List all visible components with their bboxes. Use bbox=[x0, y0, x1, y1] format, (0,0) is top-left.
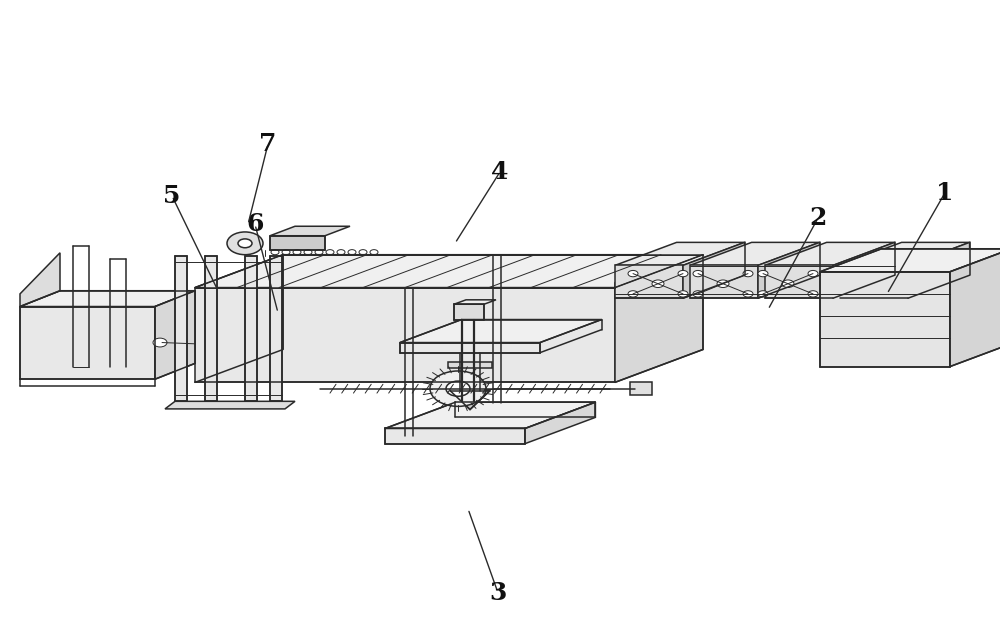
Circle shape bbox=[153, 338, 167, 347]
Polygon shape bbox=[450, 391, 490, 410]
Polygon shape bbox=[683, 242, 745, 298]
Circle shape bbox=[678, 291, 688, 297]
Polygon shape bbox=[454, 304, 484, 320]
Text: 3: 3 bbox=[489, 581, 507, 605]
Polygon shape bbox=[20, 253, 60, 307]
Polygon shape bbox=[270, 226, 350, 236]
Polygon shape bbox=[165, 401, 295, 409]
Polygon shape bbox=[765, 265, 833, 298]
Circle shape bbox=[628, 270, 638, 277]
Polygon shape bbox=[765, 242, 895, 265]
Polygon shape bbox=[20, 291, 195, 307]
Circle shape bbox=[717, 280, 729, 288]
Circle shape bbox=[227, 232, 263, 255]
Polygon shape bbox=[630, 382, 652, 395]
Circle shape bbox=[758, 291, 768, 297]
Polygon shape bbox=[195, 255, 703, 288]
Polygon shape bbox=[525, 402, 595, 444]
Polygon shape bbox=[833, 242, 895, 298]
Polygon shape bbox=[950, 249, 1000, 367]
Circle shape bbox=[782, 280, 794, 288]
Polygon shape bbox=[690, 265, 758, 298]
Polygon shape bbox=[270, 236, 325, 250]
Circle shape bbox=[743, 291, 753, 297]
Circle shape bbox=[430, 371, 486, 406]
Text: 5: 5 bbox=[163, 184, 181, 208]
Circle shape bbox=[693, 291, 703, 297]
Circle shape bbox=[808, 291, 818, 297]
Polygon shape bbox=[400, 320, 602, 343]
Circle shape bbox=[758, 270, 768, 277]
Circle shape bbox=[446, 381, 470, 396]
Polygon shape bbox=[385, 428, 525, 444]
Polygon shape bbox=[175, 256, 187, 401]
Polygon shape bbox=[615, 255, 703, 382]
Circle shape bbox=[238, 239, 252, 248]
Polygon shape bbox=[820, 272, 950, 367]
Polygon shape bbox=[840, 265, 908, 298]
Circle shape bbox=[628, 291, 638, 297]
Text: 6: 6 bbox=[246, 212, 264, 236]
Text: 1: 1 bbox=[936, 181, 954, 205]
Polygon shape bbox=[615, 265, 683, 298]
Polygon shape bbox=[758, 242, 820, 298]
Polygon shape bbox=[908, 242, 970, 298]
Text: 7: 7 bbox=[259, 132, 277, 156]
Circle shape bbox=[693, 270, 703, 277]
Polygon shape bbox=[400, 343, 540, 353]
Text: 4: 4 bbox=[491, 160, 509, 184]
Polygon shape bbox=[820, 249, 1000, 272]
Polygon shape bbox=[205, 256, 217, 401]
Circle shape bbox=[808, 270, 818, 277]
Polygon shape bbox=[690, 242, 820, 265]
Polygon shape bbox=[245, 256, 257, 401]
Polygon shape bbox=[20, 307, 155, 379]
Polygon shape bbox=[615, 255, 895, 283]
Polygon shape bbox=[195, 288, 615, 382]
Text: 2: 2 bbox=[809, 206, 827, 230]
Polygon shape bbox=[615, 283, 820, 288]
Polygon shape bbox=[840, 242, 970, 265]
Polygon shape bbox=[155, 291, 195, 379]
Polygon shape bbox=[270, 256, 282, 401]
Circle shape bbox=[652, 280, 664, 288]
Circle shape bbox=[678, 270, 688, 277]
Polygon shape bbox=[454, 300, 496, 304]
Polygon shape bbox=[385, 402, 595, 428]
Circle shape bbox=[743, 270, 753, 277]
Polygon shape bbox=[448, 362, 492, 368]
Polygon shape bbox=[615, 242, 745, 265]
